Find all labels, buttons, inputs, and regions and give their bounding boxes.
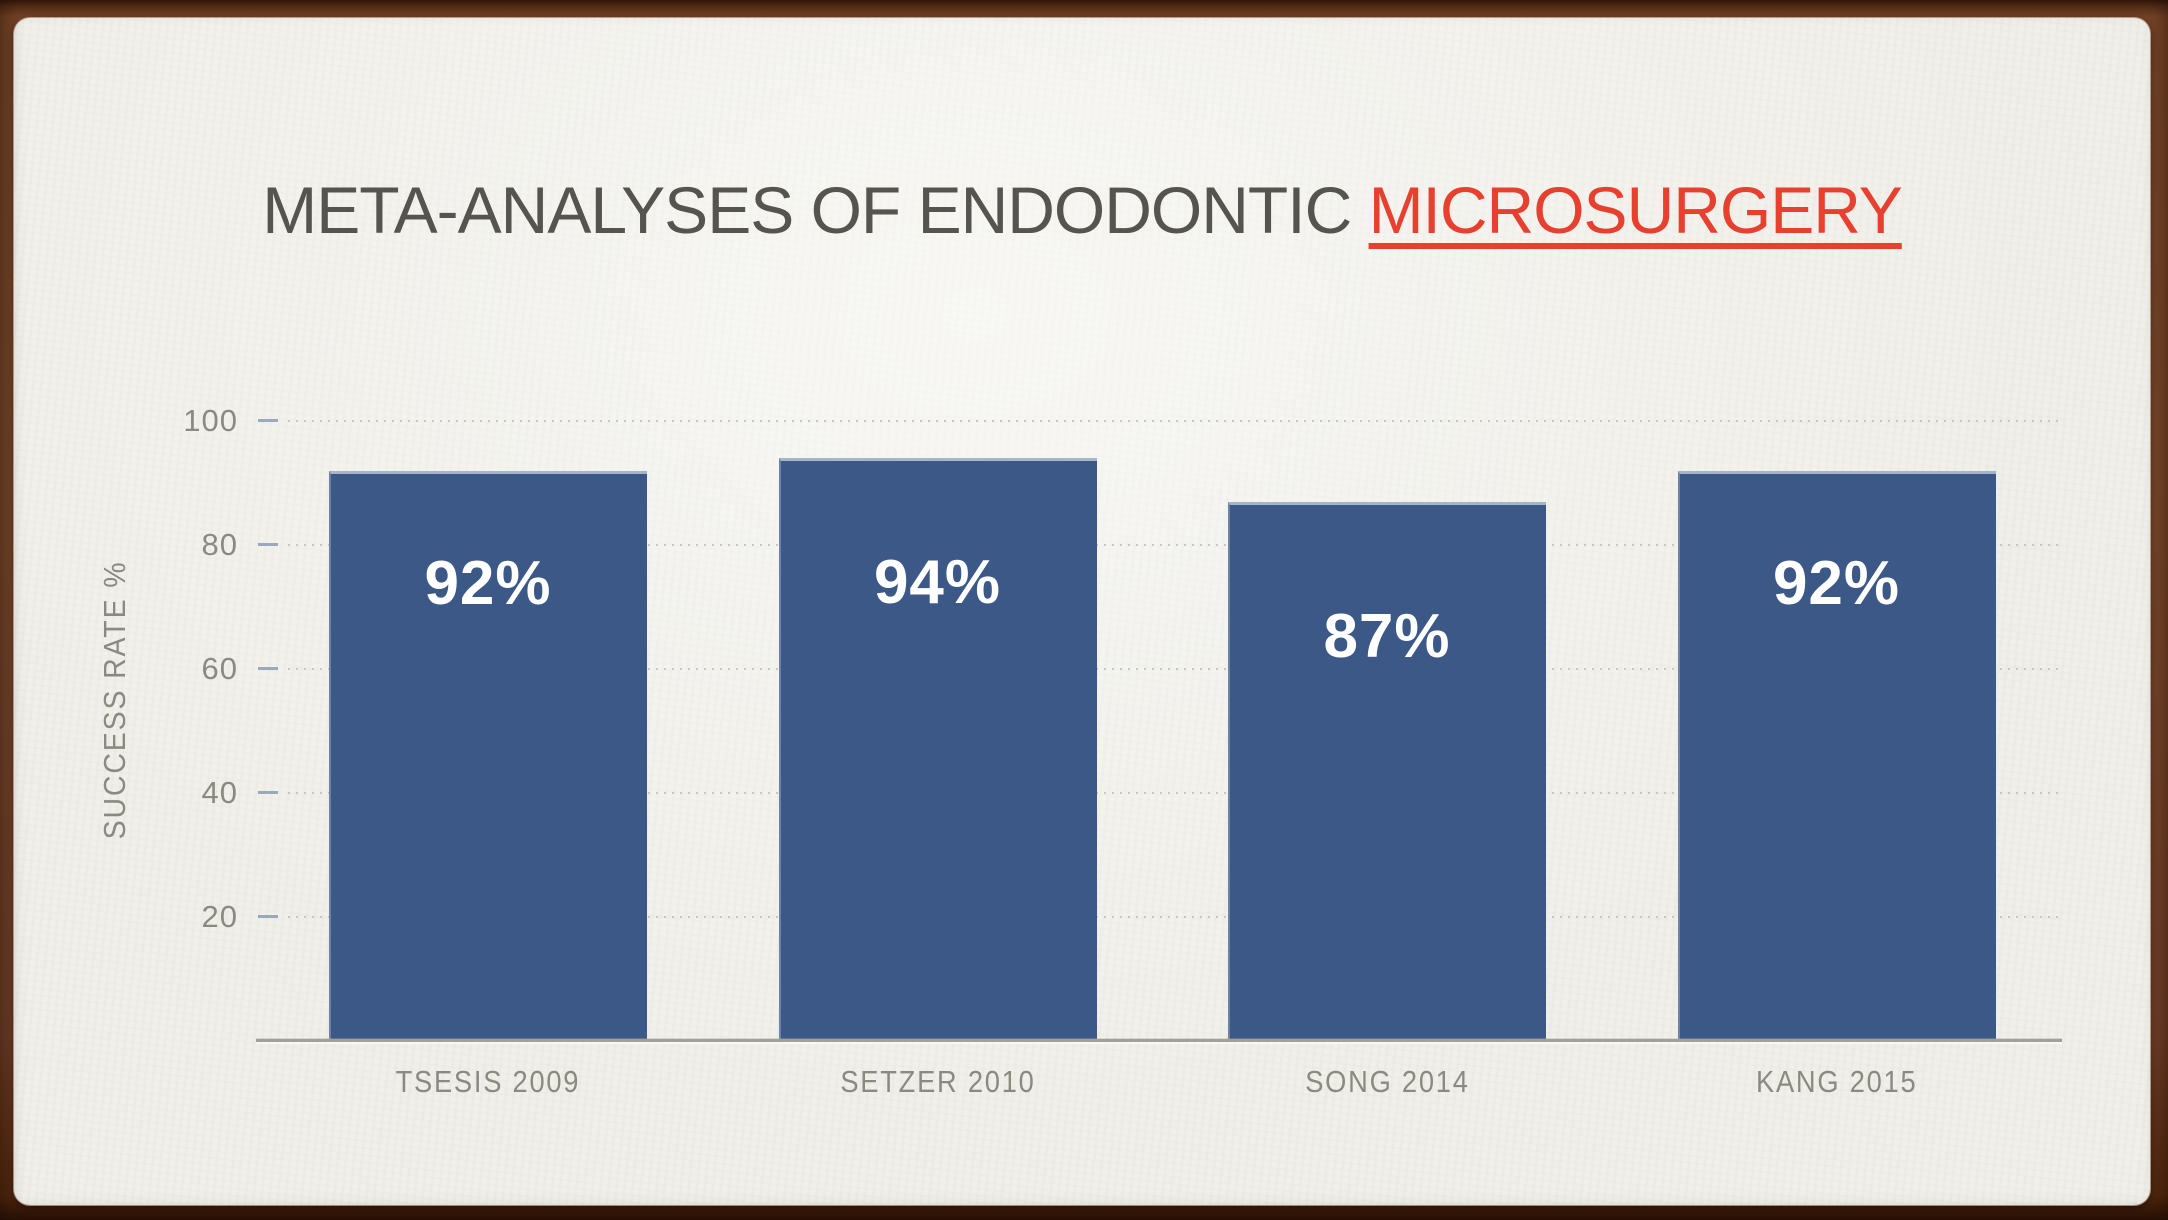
bar-value-label: 92% [1772, 548, 1901, 618]
x-axis-label: SONG 2014 [1188, 1062, 1586, 1102]
gridline [288, 420, 2060, 422]
title-highlight: MICROSURGERY [1368, 173, 1903, 248]
bar-song-2014 [1228, 501, 1546, 1041]
tick-mark [258, 419, 278, 422]
slide: META-ANALYSES OF ENDODONTIC MICROSURGERY… [14, 18, 2150, 1205]
bar-value-label: 87% [1323, 601, 1451, 671]
y-tick-label: 100 [183, 403, 238, 438]
bar-value-label: 92% [424, 548, 552, 618]
x-axis-label-text: SONG 2014 [1304, 1064, 1470, 1099]
y-tick-label: 20 [201, 899, 238, 934]
x-axis-label-text: TSESIS 2009 [395, 1064, 581, 1099]
x-axis-label: KANG 2015 [1638, 1062, 2036, 1102]
tick-mark [258, 791, 278, 794]
bar-setzer-2010 [778, 458, 1097, 1041]
x-axis-label-text: SETZER 2010 [839, 1064, 1036, 1099]
tick-mark [258, 915, 278, 918]
gridline [288, 916, 2060, 918]
x-axis-label-text: KANG 2015 [1755, 1064, 1918, 1099]
slide-title: META-ANALYSES OF ENDODONTIC MICROSURGERY [14, 174, 2150, 246]
bar-tsesis-2009 [329, 470, 647, 1041]
gridline [288, 544, 2060, 546]
y-tick-label: 40 [201, 775, 238, 810]
bar-kang-2015 [1677, 470, 1996, 1041]
y-tick-label: 80 [201, 527, 238, 562]
x-axis-line [256, 1039, 2062, 1042]
gridline [288, 668, 2060, 670]
title-text: META-ANALYSES OF ENDODONTIC [262, 173, 1369, 248]
gridline [288, 792, 2060, 794]
tick-mark [258, 667, 278, 670]
x-axis-label: SETZER 2010 [739, 1062, 1137, 1102]
tick-mark [258, 543, 278, 546]
y-tick-label: 60 [201, 651, 238, 686]
x-axis-label: TSESIS 2009 [289, 1062, 687, 1102]
bar-value-label: 94% [873, 548, 1002, 618]
